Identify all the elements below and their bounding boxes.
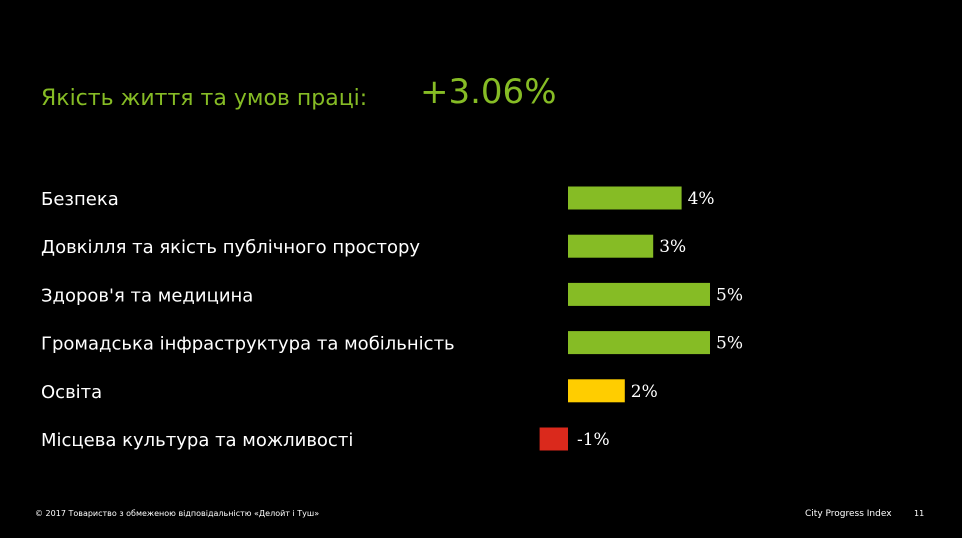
bar [568,234,654,258]
slide-title: Якість життя та умов праці: [41,86,368,111]
value-label: 4% [688,189,715,209]
page-number: 11 [914,509,925,518]
category-label: Громадська інфраструктура та мобільність [41,334,455,355]
category-label: Місцева культура та можливості [41,430,353,451]
category-label: Безпека [41,189,119,210]
bar [568,331,710,355]
value-label: 5% [716,334,743,354]
value-label: 2% [631,382,658,402]
total-change-value: +3.06% [420,72,557,112]
bar [568,379,625,403]
copyright-notice: © 2017 Товариство з обмеженою відповідал… [35,509,320,518]
brand-label: City Progress Index [805,509,892,519]
value-label: 3% [659,237,686,257]
category-label: Довкілля та якість публічного простору [41,237,420,258]
bar [568,186,682,210]
bar [539,427,568,451]
bar [568,282,710,306]
value-label: 5% [716,285,743,305]
category-label: Здоров'я та медицина [41,285,253,306]
value-label: -1% [577,430,610,450]
category-label: Освіта [41,382,102,403]
